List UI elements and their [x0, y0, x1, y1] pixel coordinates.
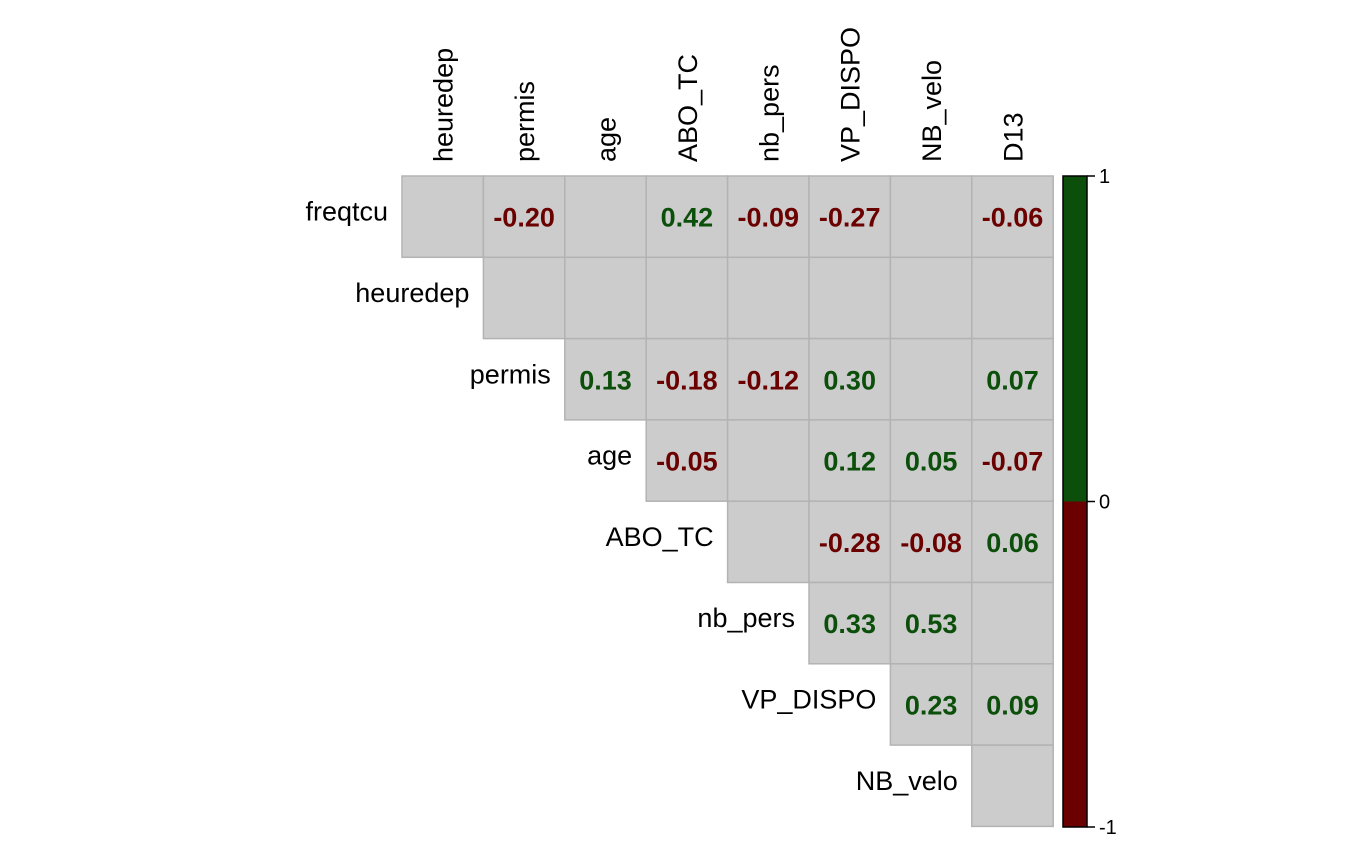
- heatmap-cell: [971, 581, 1054, 665]
- heatmap-cell: [482, 256, 566, 340]
- cell-value-label: -0.05: [656, 447, 718, 477]
- column-label: ABO_TC: [673, 54, 703, 162]
- heatmap-cell: [889, 337, 973, 421]
- column-label: NB_velo: [917, 60, 947, 162]
- heatmap-cell: [889, 500, 973, 584]
- column-label: VP_DISPO: [836, 27, 866, 162]
- cell-value-label: 0.23: [905, 690, 958, 720]
- heatmap-cell: [971, 256, 1054, 340]
- row-label: age: [587, 441, 632, 471]
- cell-value-label: 0.09: [986, 690, 1039, 720]
- heatmap-cell: [971, 744, 1054, 828]
- heatmap-cell: [645, 175, 729, 259]
- colorbar-tick-label: 0: [1099, 492, 1110, 514]
- colorbar-negative-segment: [1063, 501, 1087, 827]
- row-label: nb_pers: [697, 603, 795, 633]
- heatmap-cell: [808, 581, 892, 665]
- cell-value-label: -0.12: [738, 365, 800, 395]
- heatmap-cell: [645, 256, 729, 340]
- cell-value-label: -0.18: [656, 365, 718, 395]
- cell-value-label: -0.27: [819, 203, 881, 233]
- cell-value-label: 0.42: [661, 203, 714, 233]
- cell-value-label: 0.13: [579, 365, 632, 395]
- column-label: nb_pers: [754, 64, 784, 162]
- cell-value-label: 0.05: [905, 447, 958, 477]
- heatmap-cell: [726, 500, 810, 584]
- colorbar-tick-label: 1: [1099, 166, 1110, 188]
- row-label: NB_velo: [856, 766, 958, 796]
- cell-value-label: 0.07: [986, 365, 1039, 395]
- heatmap-cell: [808, 256, 892, 340]
- heatmap-cell: [564, 337, 647, 421]
- heatmap-cell: [564, 256, 647, 340]
- heatmap-cell: [889, 663, 973, 746]
- cell-value-label: -0.28: [819, 528, 881, 558]
- cell-value-label: 0.12: [823, 447, 876, 477]
- cells-layer: [401, 175, 1054, 828]
- heatmap-cell: [889, 581, 973, 665]
- values-layer: -0.20 0.42 -0.09 -0.27 -0.06 0.13 -0.18 -0.12 0.…: [493, 203, 1043, 721]
- row-label: ABO_TC: [606, 522, 714, 552]
- heatmap-cell: [726, 256, 810, 340]
- row-label: permis: [470, 359, 551, 389]
- column-label: permis: [510, 81, 540, 162]
- cell-value-label: -0.08: [900, 528, 962, 558]
- heatmap-cell: [482, 175, 566, 259]
- column-label: heuredep: [429, 48, 459, 162]
- row-label: VP_DISPO: [741, 684, 876, 714]
- heatmap-cell: [889, 256, 973, 340]
- column-label: age: [592, 117, 622, 162]
- heatmap-cell: [971, 500, 1054, 584]
- heatmap-cell: [726, 175, 810, 259]
- column-label: D13: [999, 112, 1029, 162]
- heatmap-cell: [808, 419, 892, 502]
- heatmap-cell: [726, 337, 810, 421]
- row-label: freqtcu: [305, 197, 388, 227]
- heatmap-cell: [726, 419, 810, 502]
- cell-value-label: 0.06: [986, 528, 1039, 558]
- colorbar-tick-label: -1: [1099, 817, 1117, 839]
- colorbar-positive-segment: [1063, 176, 1087, 502]
- col-labels-layer: heuredep permis age ABO_TC nb_pers VP_DISPO NB…: [429, 27, 1029, 162]
- heatmap-cell: [889, 175, 973, 259]
- cell-value-label: -0.09: [738, 203, 800, 233]
- cell-value-label: 0.53: [905, 609, 958, 639]
- cell-value-label: -0.06: [982, 203, 1044, 233]
- heatmap-cell: [564, 175, 647, 259]
- heatmap-cell: [401, 175, 485, 259]
- row-labels-layer: freqtcu heuredep permis age ABO_TC nb_pers VP_…: [305, 197, 957, 796]
- cell-value-label: -0.07: [982, 447, 1044, 477]
- row-label: heuredep: [355, 278, 469, 308]
- cell-value-label: -0.20: [493, 203, 555, 233]
- heatmap-cell: [971, 663, 1054, 746]
- heatmap-cell: [971, 419, 1054, 502]
- heatmap-cell: [971, 337, 1054, 421]
- cell-value-label: 0.33: [823, 609, 876, 639]
- colorbar: 1 0 -1: [1062, 166, 1117, 839]
- cell-value-label: 0.30: [823, 365, 876, 395]
